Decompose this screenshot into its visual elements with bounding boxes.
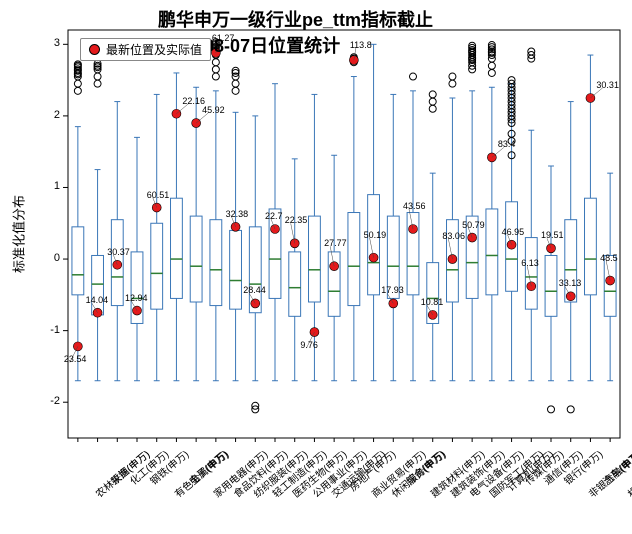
point-annotation: 12.94: [125, 293, 148, 303]
point-annotation: 17.93: [381, 285, 404, 295]
point-annotation: 19.51: [541, 230, 564, 240]
point-annotation: 27.77: [324, 238, 347, 248]
point-annotation: 9.76: [300, 340, 318, 350]
point-annotation: 50.19: [364, 230, 387, 240]
point-annotation: 30.37: [107, 247, 130, 257]
point-annotation: 14.04: [86, 295, 109, 305]
point-annotation: 10.81: [421, 297, 444, 307]
point-annotation: 30.31: [596, 80, 619, 90]
legend: 最新位置及实际值: [80, 38, 211, 61]
legend-marker-icon: [89, 44, 100, 55]
point-annotation: 83.4: [498, 139, 516, 149]
legend-label: 最新位置及实际值: [106, 41, 202, 58]
point-annotation: 46.95: [502, 227, 525, 237]
point-annotation: 45.92: [202, 105, 225, 115]
ytick-label: 2: [54, 109, 60, 121]
ytick-label: 1: [54, 180, 60, 192]
ytick-label: -2: [50, 395, 60, 407]
point-annotation: 43.56: [403, 201, 426, 211]
point-annotation: 50.79: [462, 220, 485, 230]
y-axis-label: 标准化值分布: [9, 195, 28, 273]
point-annotation: 33.13: [559, 278, 582, 288]
point-annotation: 28.44: [243, 285, 266, 295]
chart-container: -2-10123农林牧渔(申万)采掘(申万)化工(申万)钢铁(申万)有色金属(申…: [0, 0, 632, 534]
point-annotation: 22.35: [285, 215, 308, 225]
point-annotation: 48.5: [600, 253, 618, 263]
point-annotation: 6.13: [521, 258, 539, 268]
point-annotation: 32.38: [226, 209, 249, 219]
point-annotation: 22.7: [265, 211, 283, 221]
ytick-label: 0: [54, 252, 60, 264]
point-annotation: 83.06: [442, 231, 465, 241]
point-annotation: 23.54: [64, 354, 87, 364]
point-annotation: 60.51: [147, 190, 170, 200]
ytick-label: -1: [50, 324, 60, 336]
ytick-label: 3: [54, 37, 60, 49]
